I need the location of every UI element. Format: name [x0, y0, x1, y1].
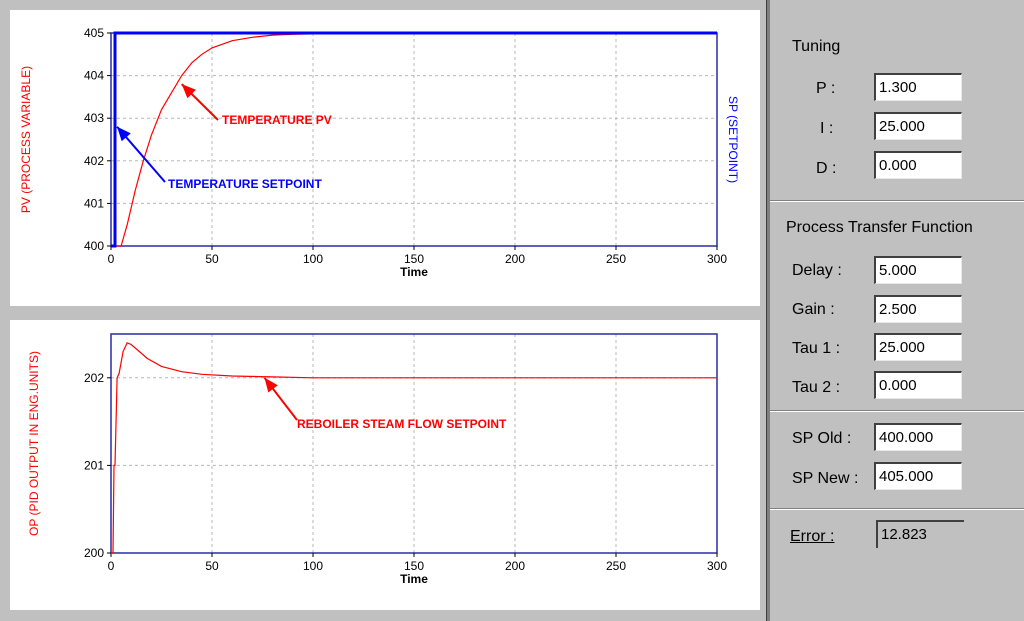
i-label: I :: [820, 120, 834, 137]
d-label: D :: [816, 160, 837, 177]
tau2-input[interactable]: 0.000: [874, 371, 962, 399]
x-tick-label: 50: [205, 252, 219, 266]
sp-new-input[interactable]: 405.000: [874, 462, 962, 490]
tau1-label: Tau 1 :: [792, 340, 841, 357]
annotation-arrow-head: [181, 84, 196, 99]
settings-panel: Tuning P : 1.300 I : 25.000 D : 0.000 Pr…: [770, 0, 1024, 621]
pv-series-1: [111, 31, 717, 248]
x-tick-label: 250: [606, 252, 626, 266]
x-tick-label: 250: [606, 559, 626, 573]
annotation-arrow-head: [264, 377, 278, 393]
y-tick-label: 403: [84, 111, 104, 125]
delay-input[interactable]: 5.000: [874, 256, 962, 284]
p-label: P :: [816, 80, 836, 97]
x-tick-label: 100: [303, 559, 323, 573]
error-label: Error :: [790, 528, 835, 545]
pv-series-0: [111, 32, 350, 247]
y-axis-label-right: SP (SETPOINT): [726, 96, 740, 183]
process-separator: [770, 410, 1024, 412]
y-tick-label: 400: [84, 239, 104, 253]
x-tick-label: 50: [205, 559, 219, 573]
tuning-heading: Tuning: [792, 38, 841, 55]
splitter[interactable]: [766, 0, 770, 621]
y-tick-label: 402: [84, 154, 104, 168]
x-tick-label: 150: [404, 559, 424, 573]
gain-label: Gain :: [792, 301, 835, 318]
annotation-arrow-head: [117, 126, 131, 142]
x-tick-label: 200: [505, 252, 525, 266]
tau1-input[interactable]: 25.000: [874, 333, 962, 361]
d-input[interactable]: 0.000: [874, 151, 962, 179]
x-axis-label: Time: [400, 265, 428, 279]
y-tick-label: 200: [84, 546, 104, 560]
x-tick-label: 100: [303, 252, 323, 266]
gain-input[interactable]: 2.500: [874, 295, 962, 323]
p-input[interactable]: 1.300: [874, 73, 962, 101]
y-tick-label: 405: [84, 26, 104, 40]
trend-plots-area: 0 50 100 150 200 250 300 400 401 402 403 404 405 Time…: [10, 10, 760, 610]
y-axis-label: PV (PROCESS VARIABLE): [19, 66, 33, 213]
sp-old-input[interactable]: 400.000: [874, 423, 962, 451]
sp-old-label: SP Old :: [792, 430, 852, 447]
delay-label: Delay :: [792, 262, 842, 279]
annotation-label: TEMPERATURE PV: [222, 113, 332, 127]
x-tick-label: 150: [404, 252, 424, 266]
x-axis-label: Time: [400, 572, 428, 586]
x-tick-label: 0: [108, 559, 115, 573]
process-heading: Process Transfer Function: [786, 219, 973, 236]
y-tick-label: 401: [84, 196, 104, 210]
x-tick-label: 300: [707, 559, 727, 573]
y-tick-label: 201: [84, 458, 104, 472]
annotation-label: REBOILER STEAM FLOW SETPOINT: [297, 417, 507, 431]
op-series-0: [111, 342, 717, 554]
y-tick-label: 202: [84, 371, 104, 385]
setpoint-separator: [770, 508, 1024, 510]
x-tick-label: 0: [108, 252, 115, 266]
op-chart: 0 50 100 150 200 250 300 200 201 202 Time OP (PID O…: [10, 320, 760, 610]
tuning-separator: [770, 200, 1024, 202]
pv-sp-chart: 0 50 100 150 200 250 300 400 401 402 403 404 405 Time…: [10, 10, 760, 306]
i-input[interactable]: 25.000: [874, 112, 962, 140]
error-readout: 12.823: [876, 520, 964, 548]
sp-new-label: SP New :: [792, 470, 859, 487]
annotation-label: TEMPERATURE SETPOINT: [168, 177, 322, 191]
x-tick-label: 300: [707, 252, 727, 266]
x-tick-label: 200: [505, 559, 525, 573]
y-axis-label: OP (PID OUTPUT IN ENG.UNITS): [27, 351, 41, 536]
tau2-label: Tau 2 :: [792, 379, 841, 396]
y-tick-label: 404: [84, 69, 104, 83]
